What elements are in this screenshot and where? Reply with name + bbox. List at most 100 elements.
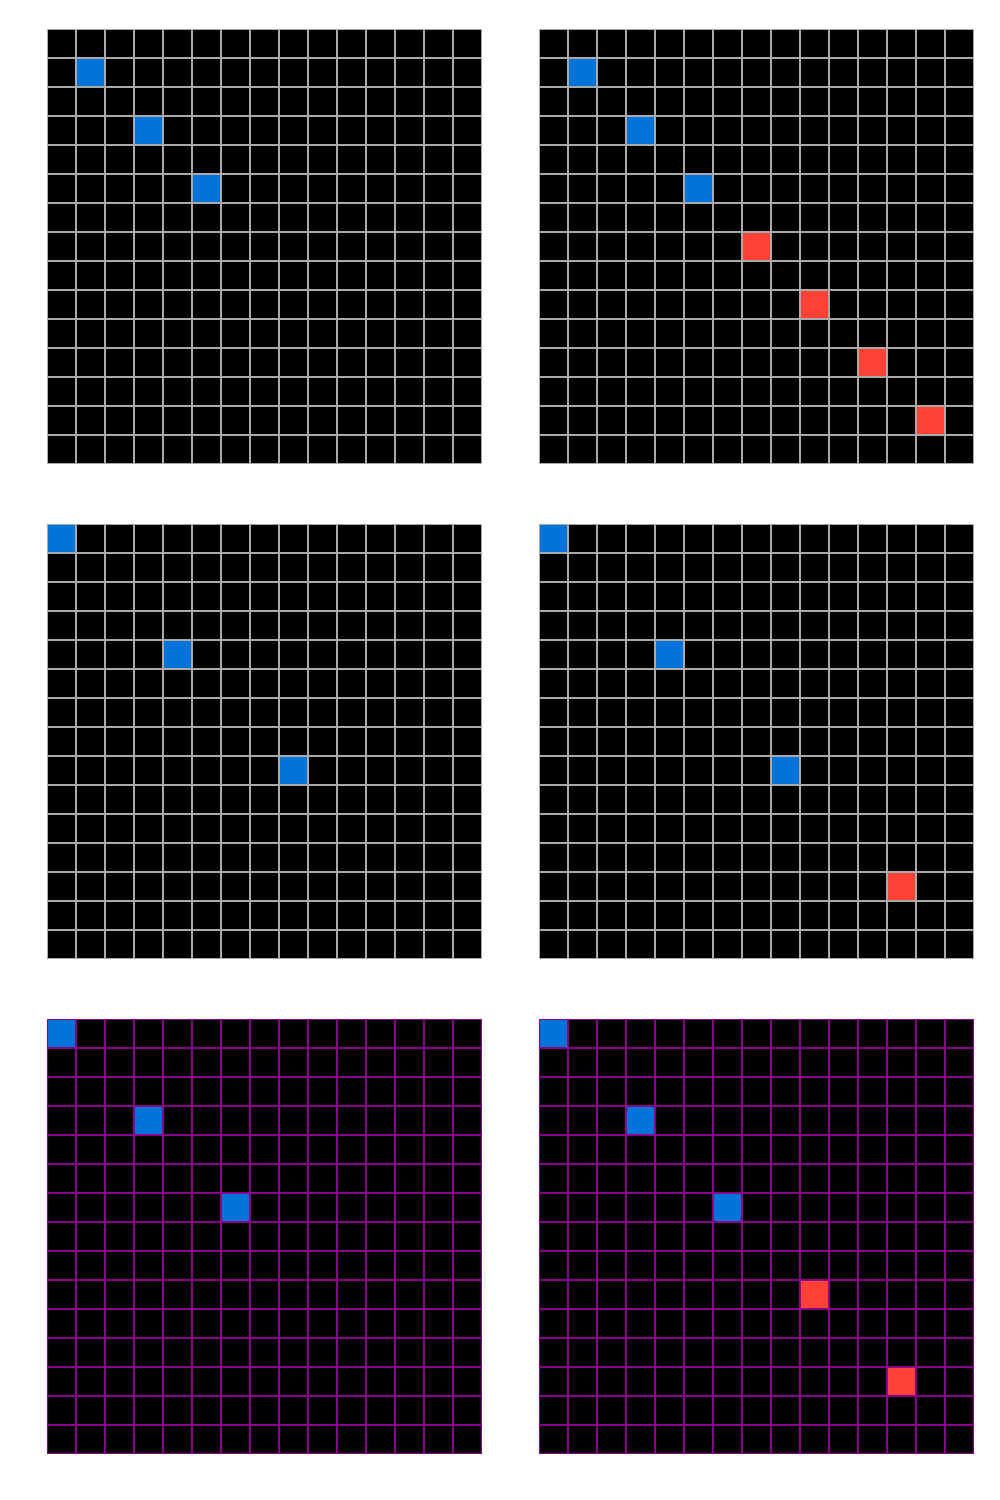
empty-cell <box>569 1078 596 1105</box>
empty-cell <box>772 1397 799 1424</box>
empty-cell <box>685 554 712 581</box>
empty-cell <box>627 728 654 755</box>
empty-cell <box>714 1339 741 1366</box>
empty-cell <box>338 902 365 929</box>
empty-cell <box>830 117 857 144</box>
empty-cell <box>454 670 481 697</box>
empty-cell <box>309 1223 336 1250</box>
empty-cell <box>888 291 915 318</box>
empty-cell <box>917 59 944 86</box>
empty-cell <box>222 728 249 755</box>
empty-cell <box>338 30 365 57</box>
empty-cell <box>338 699 365 726</box>
empty-cell <box>454 146 481 173</box>
empty-cell <box>222 786 249 813</box>
empty-cell <box>714 378 741 405</box>
empty-cell <box>425 902 452 929</box>
empty-cell <box>714 146 741 173</box>
empty-cell <box>251 1194 278 1221</box>
empty-cell <box>425 436 452 463</box>
empty-cell <box>598 1281 625 1308</box>
empty-cell <box>627 641 654 668</box>
empty-cell <box>685 1252 712 1279</box>
empty-cell <box>888 757 915 784</box>
empty-cell <box>772 436 799 463</box>
empty-cell <box>193 583 220 610</box>
empty-cell <box>135 1426 162 1453</box>
empty-cell <box>454 815 481 842</box>
empty-cell <box>917 1049 944 1076</box>
empty-cell <box>685 378 712 405</box>
empty-cell <box>164 1339 191 1366</box>
empty-cell <box>222 757 249 784</box>
empty-cell <box>396 1078 423 1105</box>
empty-cell <box>251 757 278 784</box>
empty-cell <box>801 30 828 57</box>
empty-cell <box>77 1397 104 1424</box>
empty-cell <box>164 436 191 463</box>
empty-cell <box>309 1426 336 1453</box>
empty-cell <box>714 583 741 610</box>
empty-cell <box>135 844 162 871</box>
empty-cell <box>338 1136 365 1163</box>
empty-cell <box>367 1281 394 1308</box>
empty-cell <box>656 1165 683 1192</box>
empty-cell <box>425 1107 452 1134</box>
empty-cell <box>309 525 336 552</box>
empty-cell <box>917 1165 944 1192</box>
empty-cell <box>106 233 133 260</box>
empty-cell <box>454 88 481 115</box>
empty-cell <box>540 757 567 784</box>
empty-cell <box>367 1107 394 1134</box>
empty-cell <box>627 757 654 784</box>
empty-cell <box>280 1426 307 1453</box>
empty-cell <box>48 407 75 434</box>
empty-cell <box>598 1049 625 1076</box>
empty-cell <box>251 525 278 552</box>
empty-cell <box>135 1165 162 1192</box>
empty-cell <box>743 262 770 289</box>
empty-cell <box>714 1397 741 1424</box>
empty-cell <box>772 175 799 202</box>
empty-cell <box>714 699 741 726</box>
empty-cell <box>946 30 973 57</box>
empty-cell <box>396 902 423 929</box>
empty-cell <box>540 931 567 958</box>
empty-cell <box>454 407 481 434</box>
empty-cell <box>338 1223 365 1250</box>
empty-cell <box>946 612 973 639</box>
empty-cell <box>772 117 799 144</box>
empty-cell <box>222 436 249 463</box>
empty-cell <box>454 349 481 376</box>
empty-cell <box>164 554 191 581</box>
empty-cell <box>77 378 104 405</box>
empty-cell <box>801 262 828 289</box>
empty-cell <box>714 1107 741 1134</box>
empty-cell <box>540 1194 567 1221</box>
empty-cell <box>396 1397 423 1424</box>
empty-cell <box>338 554 365 581</box>
empty-cell <box>367 30 394 57</box>
empty-cell <box>454 30 481 57</box>
empty-cell <box>309 349 336 376</box>
empty-cell <box>106 320 133 347</box>
empty-cell <box>77 436 104 463</box>
empty-cell <box>917 1281 944 1308</box>
empty-cell <box>338 1397 365 1424</box>
empty-cell <box>685 1426 712 1453</box>
empty-cell <box>280 1368 307 1395</box>
empty-cell <box>77 1107 104 1134</box>
empty-cell <box>454 1078 481 1105</box>
empty-cell <box>367 757 394 784</box>
empty-cell <box>685 117 712 144</box>
empty-cell <box>801 436 828 463</box>
empty-cell <box>280 902 307 929</box>
empty-cell <box>772 1368 799 1395</box>
empty-cell <box>627 583 654 610</box>
empty-cell <box>425 1252 452 1279</box>
empty-cell <box>656 757 683 784</box>
empty-cell <box>888 699 915 726</box>
empty-cell <box>888 1310 915 1337</box>
empty-cell <box>801 175 828 202</box>
empty-cell <box>135 291 162 318</box>
